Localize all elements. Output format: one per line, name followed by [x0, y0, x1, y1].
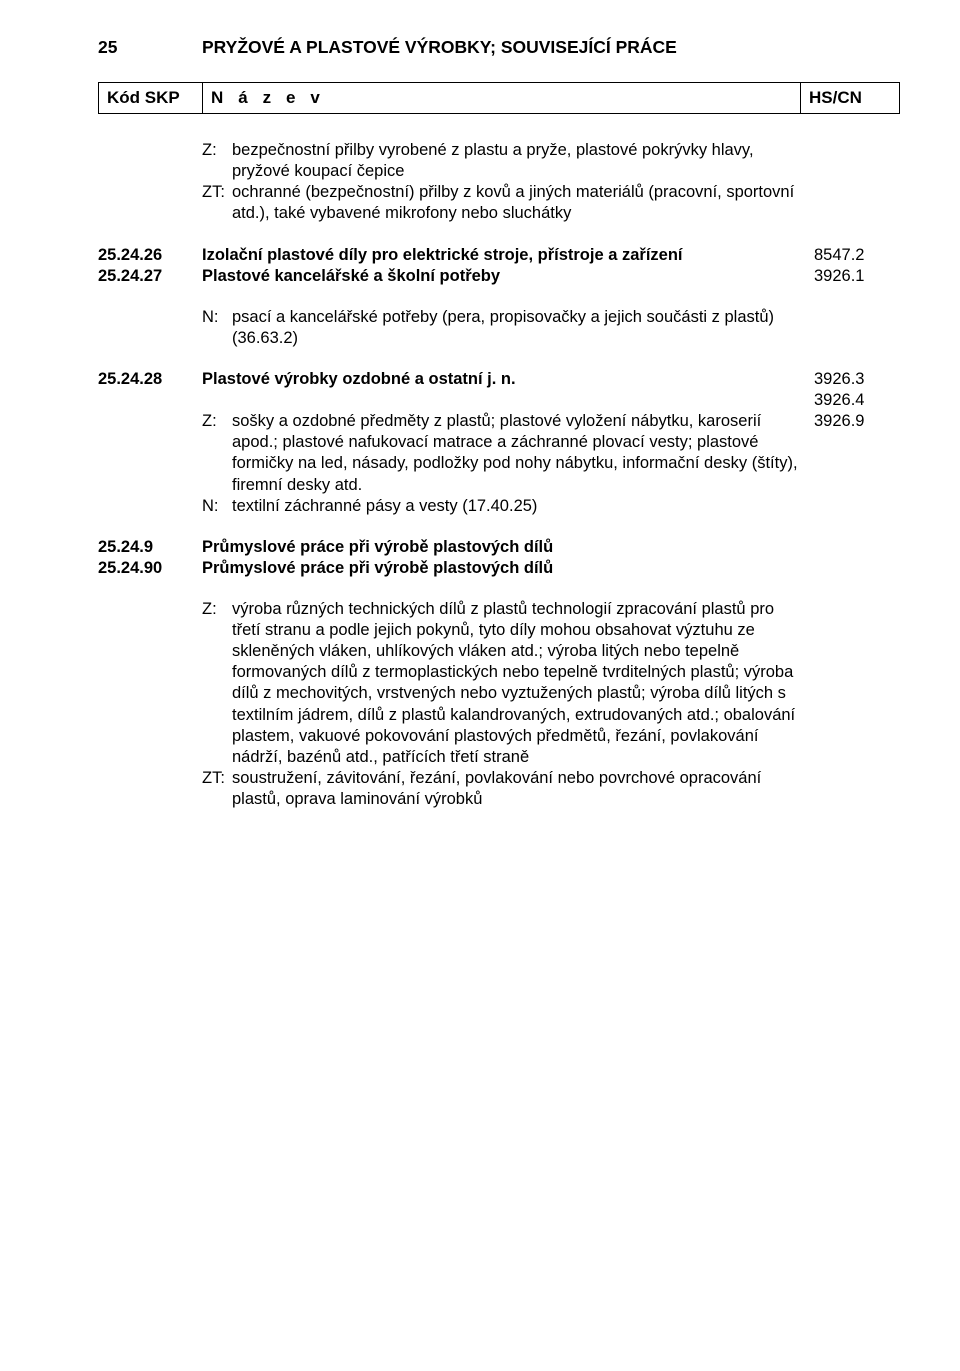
row-25-24-9: 25.24.9 Průmyslové práce při výrobě plas… — [98, 537, 900, 558]
marker-z: Z: — [202, 140, 232, 182]
r25490-zt-text: soustružení, závitování, řezání, povlako… — [232, 768, 802, 810]
row-25-24-27: 25.24.27 Plastové kancelářské a školní p… — [98, 266, 900, 287]
intro-z-row: Z: bezpečnostní přilby vyrobené z plastu… — [202, 140, 802, 182]
row-25-24-28-z: Z: sošky a ozdobné předměty z plastů; pl… — [98, 411, 900, 517]
r25490-zt-row: ZT: soustružení, závitování, řezání, pov… — [202, 768, 802, 810]
marker-n: N: — [202, 496, 232, 517]
title-text: PRYŽOVÉ A PLASTOVÉ VÝROBKY; SOUVISEJÍCÍ … — [202, 36, 677, 58]
code-25-24-26: 25.24.26 — [98, 245, 202, 266]
row-25-24-90-notes: Z: výroba různých technických dílů z pla… — [98, 599, 900, 810]
intro-z-text: bezpečnostní přilby vyrobené z plastu a … — [232, 140, 802, 182]
hs-25-24-27: 3926.1 — [814, 266, 900, 287]
intro-zt-text: ochranné (bezpečnostní) přilby z kovů a … — [232, 182, 802, 224]
row-25-24-26: 25.24.26 Izolační plastové díly pro elek… — [98, 245, 900, 266]
hs3-25-24-28: 3926.9 — [814, 411, 900, 517]
row-25-24-28: 25.24.28 Plastové výrobky ozdobné a osta… — [98, 369, 900, 390]
col-header-nazev: N á z e v — [203, 83, 801, 113]
r2528-z-row: Z: sošky a ozdobné předměty z plastů; pl… — [202, 411, 802, 495]
r25490-z-row: Z: výroba různých technických dílů z pla… — [202, 599, 802, 768]
intro-block: Z: bezpečnostní přilby vyrobené z plastu… — [98, 140, 900, 224]
row-25-24-90: 25.24.90 Průmyslové práce při výrobě pla… — [98, 558, 900, 579]
r2528-n-row: N: textilní záchranné pásy a vesty (17.4… — [202, 496, 802, 517]
marker-zt: ZT: — [202, 182, 232, 224]
r2528-z-text: sošky a ozdobné předměty z plastů; plast… — [232, 411, 802, 495]
col-header-hs: HS/CN — [801, 83, 899, 113]
r2527-n-row: N: psací a kancelářské potřeby (pera, pr… — [202, 307, 802, 349]
code-25-24-9: 25.24.9 — [98, 537, 202, 558]
marker-n: N: — [202, 307, 232, 349]
table-header: Kód SKP N á z e v HS/CN — [98, 82, 900, 114]
intro-zt-row: ZT: ochranné (bezpečnostní) přilby z kov… — [202, 182, 802, 224]
r2527-n-text: psací a kancelářské potřeby (pera, propi… — [232, 307, 802, 349]
code-25-24-27: 25.24.27 — [98, 266, 202, 287]
code-25-24-90: 25.24.90 — [98, 558, 202, 579]
r2528-n-text: textilní záchranné pásy a vesty (17.40.2… — [232, 496, 802, 517]
text-25-24-28: Plastové výrobky ozdobné a ostatní j. n. — [202, 369, 814, 390]
code-25-24-28: 25.24.28 — [98, 369, 202, 390]
text-25-24-26: Izolační plastové díly pro elektrické st… — [202, 245, 814, 266]
hs-25-24-26: 8547.2 — [814, 245, 900, 266]
row-25-24-28-hs2: 3926.4 — [98, 390, 900, 411]
col-header-kod: Kód SKP — [99, 83, 203, 113]
text-25-24-27: Plastové kancelářské a školní potřeby — [202, 266, 814, 287]
hs1-25-24-28: 3926.3 — [814, 369, 900, 390]
title-number: 25 — [98, 36, 202, 58]
document-page: 25 PRYŽOVÉ A PLASTOVÉ VÝROBKY; SOUVISEJÍ… — [0, 0, 960, 1371]
marker-zt: ZT: — [202, 768, 232, 810]
document-title-row: 25 PRYŽOVÉ A PLASTOVÉ VÝROBKY; SOUVISEJÍ… — [98, 36, 900, 58]
r25490-z-text: výroba různých technických dílů z plastů… — [232, 599, 802, 768]
row-25-24-27-note: N: psací a kancelářské potřeby (pera, pr… — [98, 307, 900, 349]
hs2-25-24-28: 3926.4 — [814, 390, 900, 411]
marker-z: Z: — [202, 411, 232, 495]
marker-z: Z: — [202, 599, 232, 768]
text-25-24-9: Průmyslové práce při výrobě plastových d… — [202, 537, 814, 558]
text-25-24-90: Průmyslové práce při výrobě plastových d… — [202, 558, 814, 579]
